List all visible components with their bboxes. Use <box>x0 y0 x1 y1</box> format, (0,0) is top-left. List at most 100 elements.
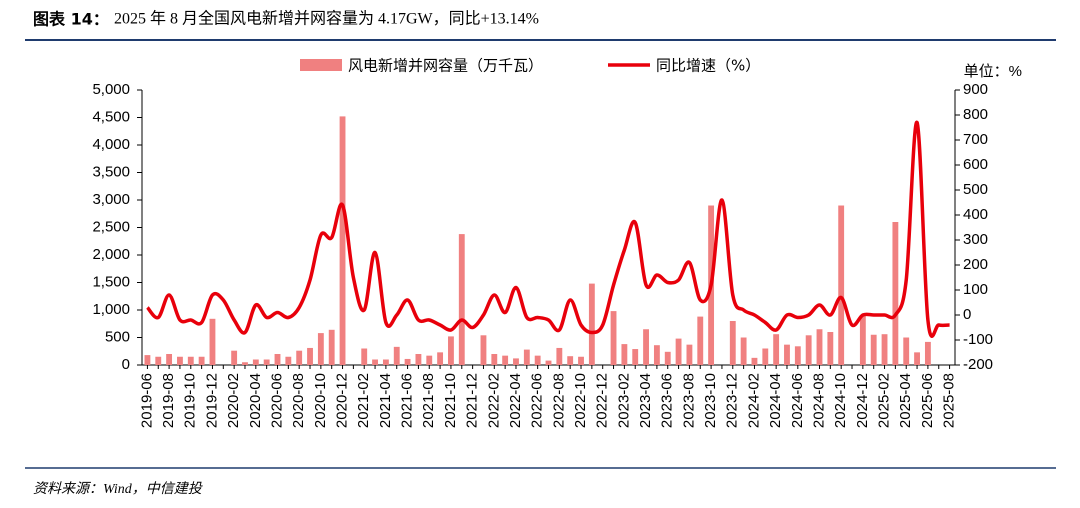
bar <box>513 358 519 365</box>
bar <box>816 329 823 365</box>
y2-tick-label: 100 <box>963 281 988 298</box>
x-tick-label: 2020-06 <box>268 373 285 428</box>
x-tick-label: 2021-12 <box>464 373 481 428</box>
y2-tick-label: 700 <box>963 131 988 148</box>
bar <box>448 336 454 365</box>
y-tick-label: 0 <box>122 356 130 373</box>
legend-swatch <box>300 59 342 71</box>
bar <box>502 355 509 365</box>
y-tick-label: 500 <box>105 328 130 345</box>
x-tick-label: 2021-08 <box>420 373 437 428</box>
bar <box>838 205 845 365</box>
bar <box>361 348 368 365</box>
x-tick-label: 2021-10 <box>442 373 459 428</box>
bar <box>177 356 183 365</box>
y2-tick-label: 400 <box>963 206 988 223</box>
x-tick-label: 2023-12 <box>724 373 741 428</box>
x-tick-label: 2022-12 <box>594 373 611 428</box>
bar <box>198 356 205 365</box>
bar <box>426 355 433 365</box>
bar <box>567 356 574 365</box>
bar <box>285 356 292 365</box>
x-tick-label: 2023-08 <box>680 373 697 428</box>
y-tick-label: 4,000 <box>92 136 130 153</box>
x-tick-label: 2023-02 <box>615 373 632 428</box>
x-tick-label: 2024-12 <box>854 373 871 428</box>
x-tick-label: 2024-10 <box>832 373 849 428</box>
bar <box>556 347 563 365</box>
y2-tick-label: 600 <box>963 156 988 173</box>
x-tick-label: 2022-06 <box>529 373 546 428</box>
bar <box>903 337 910 365</box>
bar <box>274 354 281 365</box>
y-tick-label: 3,500 <box>92 163 130 180</box>
y-tick-label: 1,000 <box>92 301 130 318</box>
x-tick-label: 2019-10 <box>182 373 199 428</box>
x-tick-label: 2021-02 <box>355 373 372 428</box>
bar <box>686 344 693 365</box>
bar <box>328 329 335 365</box>
x-tick-label: 2021-04 <box>377 373 394 428</box>
bar <box>675 338 682 365</box>
bar <box>773 334 780 365</box>
y-tick-label: 4,500 <box>92 108 130 125</box>
bar <box>545 360 552 365</box>
y-tick-label: 3,000 <box>92 191 130 208</box>
bar <box>664 351 671 365</box>
bar <box>523 349 530 365</box>
y2-tick-label: 500 <box>963 181 988 198</box>
bar <box>621 344 628 365</box>
bar <box>632 349 639 365</box>
bar <box>231 350 238 365</box>
bar <box>209 318 216 365</box>
bar <box>404 358 411 365</box>
y-tick-label: 5,000 <box>92 81 130 98</box>
y-tick-label: 2,000 <box>92 246 130 263</box>
x-tick-label: 2019-06 <box>138 373 155 428</box>
bar <box>805 335 812 365</box>
bar <box>458 234 465 365</box>
y2-tick-label: -100 <box>963 331 993 348</box>
bar <box>415 354 422 365</box>
bar <box>534 355 541 365</box>
x-tick-label: 2025-08 <box>941 373 958 428</box>
legend-label: 风电新增并网容量（万千瓦） <box>348 57 543 75</box>
bar <box>859 315 866 365</box>
bar <box>729 321 736 365</box>
x-tick-label: 2024-04 <box>767 373 784 428</box>
bar <box>794 346 801 365</box>
x-tick-label: 2020-04 <box>247 373 264 428</box>
bar <box>296 350 303 365</box>
bar <box>751 357 758 365</box>
y-tick-label: 1,500 <box>92 273 130 290</box>
bar <box>588 283 595 365</box>
y-tick-label: 2,500 <box>92 218 130 235</box>
x-tick-label: 2024-08 <box>810 373 827 428</box>
x-tick-label: 2025-02 <box>876 373 893 428</box>
bar <box>914 352 920 365</box>
bar <box>144 355 151 365</box>
bar <box>480 335 487 365</box>
x-tick-label: 2021-06 <box>399 373 416 428</box>
y2-tick-label: 900 <box>963 81 988 98</box>
line <box>146 120 950 338</box>
bar <box>610 311 617 365</box>
bar <box>578 356 584 365</box>
bar <box>827 332 834 365</box>
bar <box>784 344 790 365</box>
bar <box>892 222 899 365</box>
bar <box>643 329 649 365</box>
legend-label: 同比增速（%） <box>656 57 760 75</box>
bar <box>317 333 324 365</box>
bar <box>263 359 270 365</box>
y2-tick-label: 0 <box>963 306 971 323</box>
x-tick-label: 2020-08 <box>290 373 307 428</box>
x-tick-label: 2020-10 <box>312 373 329 428</box>
bar <box>155 356 162 365</box>
x-tick-label: 2020-02 <box>225 373 242 428</box>
y2-tick-label: 800 <box>963 106 988 123</box>
x-tick-label: 2022-08 <box>550 373 567 428</box>
bar <box>870 334 877 365</box>
x-tick-label: 2022-10 <box>572 373 589 428</box>
